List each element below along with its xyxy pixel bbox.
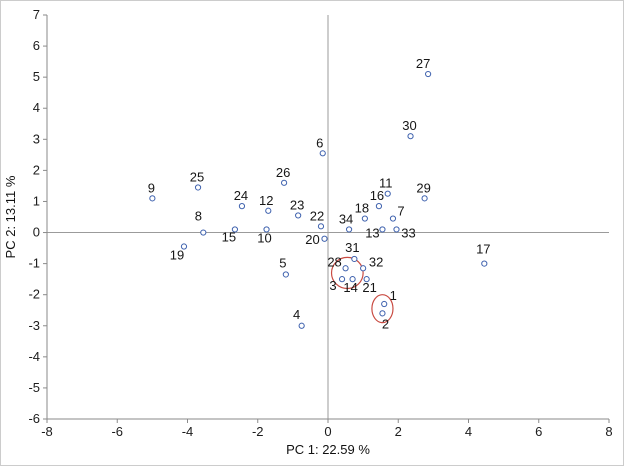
data-point (319, 150, 326, 157)
point-label: 19 (170, 248, 184, 263)
y-tick-label: 1 (33, 193, 40, 208)
data-point (180, 243, 188, 250)
data-point (317, 223, 325, 230)
x-tick-label: -2 (252, 424, 264, 439)
point-label: 15 (222, 229, 236, 244)
point-label: 27 (416, 56, 430, 71)
y-tick-label: 7 (33, 7, 40, 22)
data-point (194, 184, 202, 191)
data-point (389, 215, 397, 222)
data-point (481, 260, 488, 267)
y-tick-label: -1 (28, 256, 40, 271)
data-point (263, 226, 270, 233)
data-point (342, 265, 349, 272)
cluster-ellipse (330, 256, 364, 290)
data-point (321, 235, 328, 242)
data-point (338, 276, 346, 283)
point-label: 30 (402, 118, 416, 133)
data-point (393, 226, 400, 233)
point-label: 8 (195, 209, 202, 224)
point-label: 9 (148, 180, 155, 195)
point-label: 14 (343, 280, 357, 295)
data-point (265, 207, 272, 214)
point-label: 32 (369, 254, 383, 269)
data-point (360, 265, 367, 272)
data-point (361, 215, 368, 222)
point-label: 33 (401, 225, 415, 240)
point-label: 1 (390, 288, 397, 303)
point-label: 16 (370, 188, 384, 203)
x-tick-label: -6 (111, 424, 123, 439)
point-label: 7 (397, 204, 404, 219)
point-label: 22 (310, 208, 324, 223)
point-label: 23 (290, 197, 304, 212)
point-label: 11 (379, 176, 393, 191)
point-label: 24 (234, 188, 248, 203)
data-point (295, 212, 302, 219)
data-point (384, 190, 391, 197)
point-label: 4 (293, 307, 300, 322)
data-point (421, 195, 428, 202)
point-label: 25 (190, 169, 204, 184)
point-label: 6 (316, 135, 323, 150)
y-tick-label: 4 (33, 100, 40, 115)
data-point (407, 133, 414, 140)
data-point (375, 203, 383, 210)
x-tick-label: -4 (182, 424, 194, 439)
point-label: 34 (339, 211, 353, 226)
y-tick-label: -2 (28, 287, 40, 302)
data-point (345, 226, 353, 233)
data-point (282, 271, 289, 278)
data-point (425, 70, 432, 78)
data-point (363, 276, 370, 283)
x-tick-label: 8 (605, 424, 612, 439)
y-tick-label: 2 (33, 162, 40, 177)
point-label: 2 (382, 316, 389, 331)
y-tick-label: 5 (33, 69, 40, 84)
point-label: 17 (476, 242, 490, 257)
x-tick-label: 4 (465, 424, 472, 439)
data-point (379, 226, 386, 233)
point-label: 20 (305, 232, 319, 247)
point-label: 28 (327, 254, 341, 269)
data-point (280, 179, 288, 186)
data-point (351, 255, 358, 263)
x-tick-label: 0 (324, 424, 331, 439)
data-point (379, 310, 386, 317)
x-tick-label: 6 (535, 424, 542, 439)
point-label: 18 (355, 201, 369, 216)
cluster-ellipse (371, 294, 394, 324)
data-point (381, 300, 388, 308)
y-tick-label: 0 (33, 225, 40, 240)
point-label: 12 (259, 193, 273, 208)
y-tick-label: -3 (28, 318, 40, 333)
point-label: 31 (345, 240, 359, 255)
point-label: 29 (416, 180, 430, 195)
point-label: 5 (279, 255, 286, 270)
point-label: 3 (329, 278, 336, 293)
x-tick-label: -8 (41, 424, 53, 439)
point-label: 13 (365, 225, 379, 240)
data-point (238, 203, 246, 210)
y-tick-label: 6 (33, 38, 40, 53)
point-label: 26 (276, 165, 290, 180)
y-tick-label: -6 (28, 411, 40, 426)
point-label: 21 (362, 280, 376, 295)
data-point (231, 226, 239, 233)
x-tick-label: 2 (395, 424, 402, 439)
point-label: 10 (257, 230, 271, 245)
data-point (298, 322, 305, 329)
y-axis-title: PC 2: 13.11 % (3, 175, 18, 258)
y-tick-label: 3 (33, 131, 40, 146)
y-tick-label: -4 (28, 349, 40, 364)
x-axis-title: PC 1: 22.59 % (286, 442, 370, 457)
y-tick-label: -5 (28, 380, 40, 395)
data-point (200, 229, 207, 236)
data-point (149, 195, 156, 202)
data-point (349, 276, 356, 283)
